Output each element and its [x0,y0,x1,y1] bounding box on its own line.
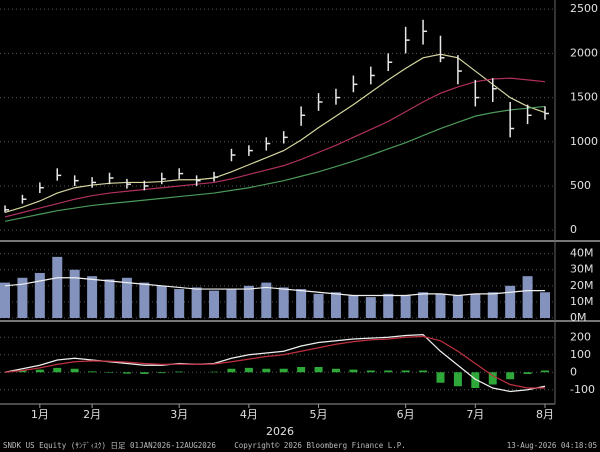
volume-bar [278,287,289,318]
line [4,277,545,297]
y-tick-label: 40M [570,247,594,260]
volume-bar [540,292,550,318]
y-tick-label: 30M [570,263,594,276]
volume-bar [139,282,150,318]
volume-bar [261,282,272,318]
volume-bar [487,292,498,318]
histogram-bar [471,372,480,388]
volume-bar [452,295,463,318]
y-tick-label: 500 [570,179,591,192]
volume-bar [296,289,307,318]
histogram-bar [401,370,410,373]
x-axis-label: 2026 [266,425,294,438]
y-tick-label: 1500 [570,91,598,104]
volume-bar [52,256,63,318]
histogram-bar [210,371,219,373]
volume-bar [174,289,185,318]
x-tick-label: 2月 [83,408,101,421]
line [4,77,546,218]
y-tick-label: 0 [570,223,577,236]
histogram-bar [506,372,515,380]
x-tick-label: 6月 [397,408,415,421]
volume-bar [418,292,429,318]
histogram-bar [88,371,97,373]
volume-bar [365,297,376,318]
volume-bar [156,285,167,318]
line [4,335,545,389]
histogram-bar [488,372,497,385]
volume-bar [121,277,132,318]
volume-bar [34,272,45,318]
volume-bar [522,276,533,318]
histogram-bar [384,370,393,373]
volume-bar [104,279,115,318]
volume-bar [435,293,446,318]
volume-bar [330,292,341,318]
histogram-bar [366,370,375,373]
line [4,105,546,222]
volume-bar [226,289,237,318]
y-tick-label: 0M [570,311,587,324]
volume-bar [69,269,80,318]
histogram-bar [349,369,358,373]
x-tick-label: 8月 [536,408,554,421]
histogram-bar [53,367,62,373]
histogram-bar [279,368,288,373]
x-tick-label: 5月 [310,408,328,421]
histogram-bar [105,372,114,373]
y-tick-label: 1000 [570,135,598,148]
x-tick-label: 7月 [466,408,484,421]
x-tick-label: 1月 [31,408,49,421]
y-tick-label: 2000 [570,46,598,59]
histogram-bar [35,369,44,373]
volume-bar [209,290,220,318]
histogram-bar [436,372,445,383]
y-tick-label: 10M [570,295,594,308]
histogram-bar [140,372,149,374]
x-tick-label: 4月 [240,408,258,421]
histogram-bar [227,368,236,373]
y-tick-label: 0 [570,365,577,378]
line [4,334,546,393]
y-tick-label: 100 [570,348,591,361]
histogram-bar [453,372,462,387]
x-tick-label: 3月 [170,408,188,421]
histogram-bar [419,370,428,373]
volume-bar [505,285,516,318]
histogram-bar [297,367,306,373]
line [4,53,546,214]
volume-bar [191,287,202,318]
y-tick-label: 20M [570,279,594,292]
volume-bar [400,295,411,318]
volume-bar [470,293,481,318]
histogram-bar [70,368,79,373]
volume-bar [383,293,394,318]
histogram-bar [541,370,549,373]
histogram-bar [262,368,271,373]
volume-bar [0,282,10,318]
volume-bar [17,277,28,318]
histogram-bar [175,371,184,373]
histogram-bar [18,370,27,373]
footer-text: SNDK US Equity (ｻﾝﾃﾞｨｽｸ) 日足 01JAN2026-12… [3,441,216,450]
y-tick-label: 2500 [570,2,598,15]
y-tick-label: -100 [570,383,595,396]
histogram-bar [523,372,532,374]
y-tick-label: 200 [570,330,591,343]
histogram-bar [244,367,253,373]
histogram-bar [331,368,340,373]
volume-bar [243,285,254,318]
histogram-bar [157,372,166,374]
footer-text: Copyright© 2026 Bloomberg Finance L.P. [234,441,406,450]
volume-bar [313,293,324,318]
volume-bar [348,295,359,318]
histogram-bar [314,367,323,373]
footer-text: 13-Aug-2026 04:18:05 [507,441,597,450]
volume-bar [87,276,98,318]
histogram-bar [122,372,131,374]
